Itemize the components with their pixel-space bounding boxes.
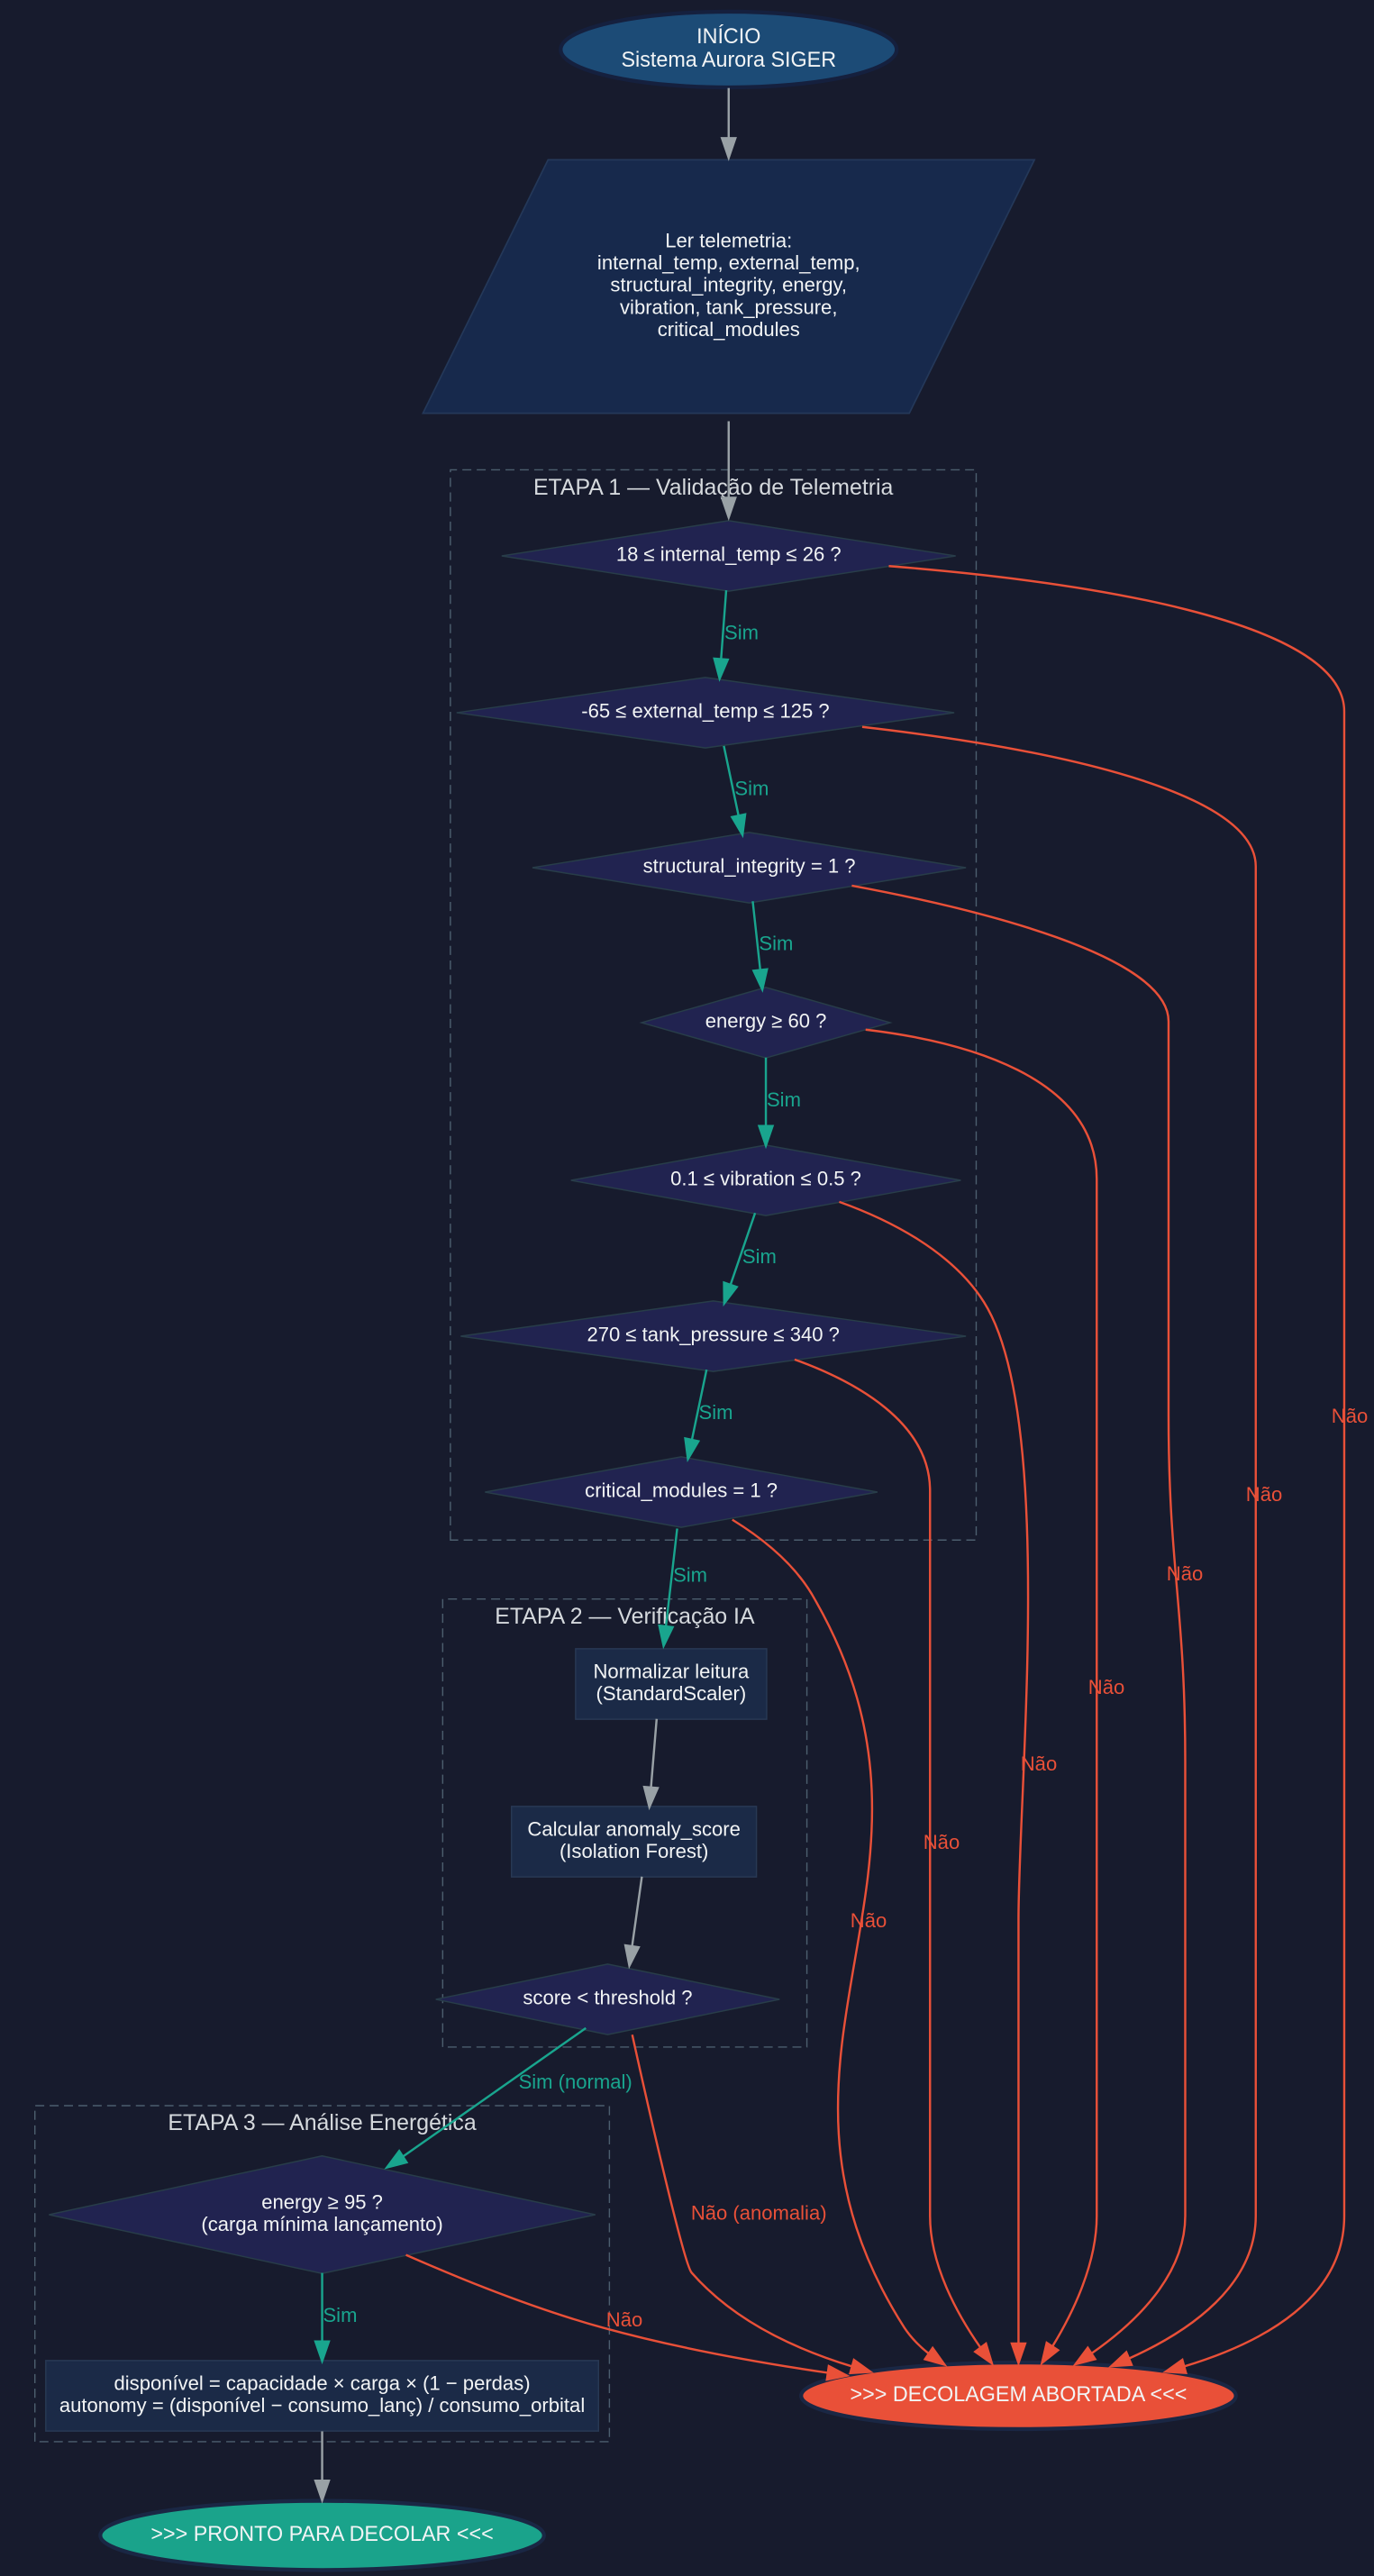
svg-text:energy ≥ 95 ?: energy ≥ 95 ?: [261, 2190, 383, 2213]
svg-text:Ler telemetria:: Ler telemetria:: [665, 229, 792, 251]
svg-text:INÍCIO: INÍCIO: [696, 24, 760, 48]
svg-text:>>> PRONTO PARA DECOLAR <<<: >>> PRONTO PARA DECOLAR <<<: [150, 2522, 493, 2545]
svg-text:Não: Não: [606, 2308, 642, 2331]
svg-text:Não: Não: [1088, 1676, 1124, 1698]
svg-text:Calcular anomaly_score: Calcular anomaly_score: [527, 1817, 741, 1840]
svg-text:structural_integrity, energy,: structural_integrity, energy,: [610, 273, 847, 296]
svg-text:Não: Não: [1246, 1483, 1282, 1506]
svg-text:>>> DECOLAGEM ABORTADA <<<: >>> DECOLAGEM ABORTADA <<<: [850, 2382, 1187, 2406]
svg-text:-65 ≤ external_temp ≤ 125 ?: -65 ≤ external_temp ≤ 125 ?: [581, 699, 829, 722]
svg-text:Sim: Sim: [759, 932, 793, 954]
svg-text:Sim: Sim: [673, 1563, 707, 1586]
svg-text:(Isolation Forest): (Isolation Forest): [560, 1840, 708, 1862]
svg-text:Sim: Sim: [323, 2304, 357, 2326]
svg-text:Sistema Aurora SIGER: Sistema Aurora SIGER: [621, 48, 836, 71]
svg-text:Sim: Sim: [767, 1088, 801, 1111]
svg-text:Não: Não: [1021, 1752, 1057, 1775]
svg-text:Sim: Sim: [724, 621, 759, 643]
svg-text:0.1 ≤ vibration ≤ 0.5 ?: 0.1 ≤ vibration ≤ 0.5 ?: [670, 1167, 861, 1189]
svg-text:270 ≤ tank_pressure ≤ 340 ?: 270 ≤ tank_pressure ≤ 340 ?: [587, 1323, 839, 1345]
svg-text:ETAPA 2 — Verificação IA: ETAPA 2 — Verificação IA: [495, 1604, 755, 1629]
svg-text:vibration, tank_pressure,: vibration, tank_pressure,: [620, 296, 837, 318]
svg-text:critical_modules = 1 ?: critical_modules = 1 ?: [585, 1479, 778, 1501]
svg-text:ETAPA 1 — Validação de Telemet: ETAPA 1 — Validação de Telemetria: [533, 475, 893, 500]
svg-text:Não (anomalia): Não (anomalia): [691, 2201, 827, 2224]
svg-text:structural_integrity = 1 ?: structural_integrity = 1 ?: [643, 854, 856, 877]
svg-text:autonomy = (disponível − consu: autonomy = (disponível − consumo_lanç) /…: [59, 2394, 585, 2417]
svg-text:internal_temp, external_temp,: internal_temp, external_temp,: [597, 251, 860, 274]
svg-text:Sim (normal): Sim (normal): [519, 2071, 632, 2093]
svg-text:Não: Não: [924, 1831, 960, 1853]
svg-text:energy ≥ 60 ?: energy ≥ 60 ?: [705, 1009, 827, 1032]
svg-text:disponível = capacidade × carg: disponível = capacidade × carga × (1 − p…: [114, 2371, 531, 2394]
svg-text:Sim: Sim: [742, 1245, 777, 1268]
svg-text:Sim: Sim: [734, 777, 769, 799]
svg-text:Não: Não: [851, 1909, 887, 1932]
svg-text:Normalizar leitura: Normalizar leitura: [594, 1660, 750, 1682]
svg-text:Não: Não: [1167, 1562, 1203, 1585]
svg-text:critical_modules: critical_modules: [658, 318, 800, 341]
svg-text:(StandardScaler): (StandardScaler): [596, 1682, 747, 1705]
svg-text:ETAPA 3 — Análise Energética: ETAPA 3 — Análise Energética: [168, 2110, 476, 2135]
svg-text:Não: Não: [1332, 1405, 1368, 1427]
svg-text:(carga mínima lançamento): (carga mínima lançamento): [201, 2213, 442, 2235]
svg-text:score < threshold ?: score < threshold ?: [523, 1986, 692, 2008]
svg-text:18 ≤ internal_temp ≤ 26 ?: 18 ≤ internal_temp ≤ 26 ?: [616, 542, 842, 565]
svg-text:Sim: Sim: [699, 1401, 733, 1424]
